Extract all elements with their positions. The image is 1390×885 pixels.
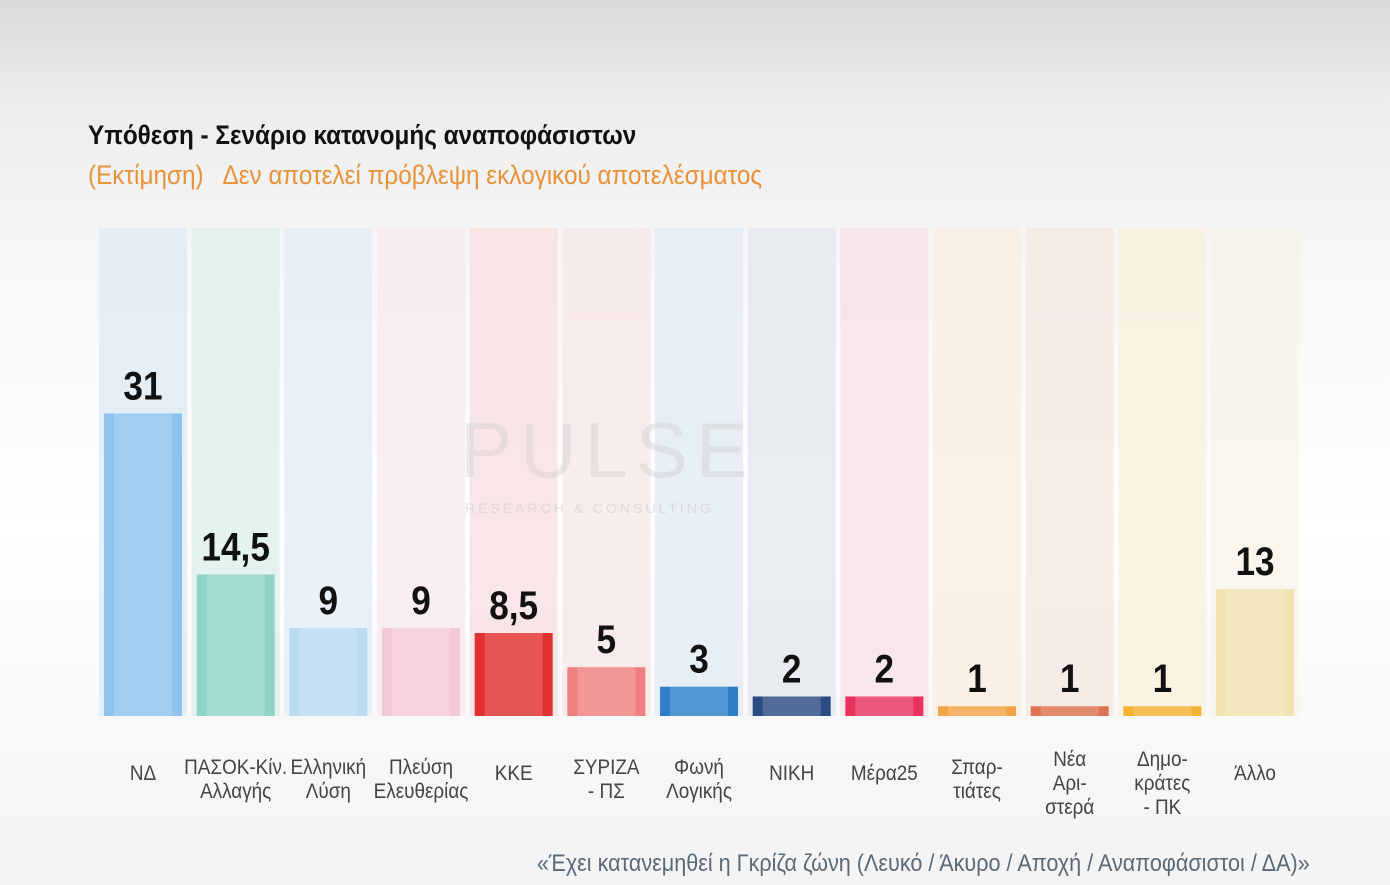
column-background [747,228,836,716]
category-label: - ΠΚ [1143,796,1181,819]
watermark-brand: PULSE [460,406,756,494]
category-label: Ελευθερίας [374,780,469,803]
data-label: 2 [782,646,802,691]
column-background [933,228,1022,716]
bar-highlight [577,667,636,716]
data-label: 1 [1060,656,1080,701]
category-label: ΝΙΚΗ [769,762,814,785]
column-background [1025,228,1114,716]
category-label: Δημο- [1137,748,1188,771]
bar-highlight [948,706,1007,716]
data-label: 3 [689,637,709,682]
data-label: 8,5 [489,583,538,628]
bar [104,413,182,716]
category-label: ΣΥΡΙΖΑ [573,756,640,779]
bar [474,633,553,716]
bar [845,696,924,716]
category-label: Λύση [306,780,351,803]
data-label: 1 [1153,656,1173,701]
data-label: 5 [597,617,617,662]
bar-highlight [855,696,914,716]
bar-highlight [114,413,172,716]
data-label: 1 [967,656,987,701]
category-label: τιάτες [953,780,1001,803]
bar-highlight [484,633,543,716]
data-label: 13 [1235,539,1274,584]
category-label: κράτες [1134,772,1190,795]
category-label: Μέρα25 [851,762,918,785]
data-label: 31 [123,363,162,408]
column-background [840,228,929,716]
bar-highlight [206,574,265,716]
footer-note: «Έχει κατανεμηθεί η Γκρίζα ζώνη (Λευκό /… [537,850,1310,877]
bar [1123,706,1202,716]
bar [567,667,646,716]
bar [196,574,275,716]
bar-highlight [392,628,451,716]
category-label: Αλλαγής [200,780,272,803]
bar-highlight [670,686,729,716]
bar-highlight [1226,589,1285,716]
bar [382,628,461,716]
bar [660,686,739,716]
category-label: ΝΔ [130,762,156,785]
category-label: Αρι- [1053,772,1087,795]
bar-highlight [1133,706,1192,716]
bar [752,696,831,716]
category-label: Πλεύση [389,756,453,779]
bar [289,628,368,716]
category-label: Νέα [1053,748,1086,771]
category-label: Λογικής [666,780,732,803]
category-label: Φωνή [674,756,724,779]
category-label: Σπαρ- [951,756,1003,779]
bar-highlight [299,628,358,716]
bar [1216,589,1295,716]
category-label: Άλλο [1234,762,1276,785]
data-label: 9 [319,578,339,623]
bar-highlight [762,696,821,716]
category-label: ΠΑΣΟΚ-Κίν. [184,756,287,779]
bar [938,706,1017,716]
bar-highlight [1040,706,1099,716]
category-label: Ελληνική [291,756,367,779]
chart-subtitle: (Εκτίμηση) Δεν αποτελεί πρόβλεψη εκλογικ… [88,160,763,190]
column-background [1118,228,1207,716]
watermark-tagline: RESEARCH & CONSULTING [465,500,714,516]
column-background [655,228,744,716]
data-label: 14,5 [201,524,269,569]
category-label: ΚΚΕ [495,762,533,785]
data-label: 2 [875,646,895,691]
bar [1030,706,1109,716]
chart-title: Υπόθεση - Σενάριο κατανομής αναποφάσιστω… [88,120,637,150]
category-label: στερά [1045,796,1094,819]
data-label: 9 [411,578,431,623]
column-background [562,228,651,716]
category-label: - ΠΣ [588,780,625,803]
